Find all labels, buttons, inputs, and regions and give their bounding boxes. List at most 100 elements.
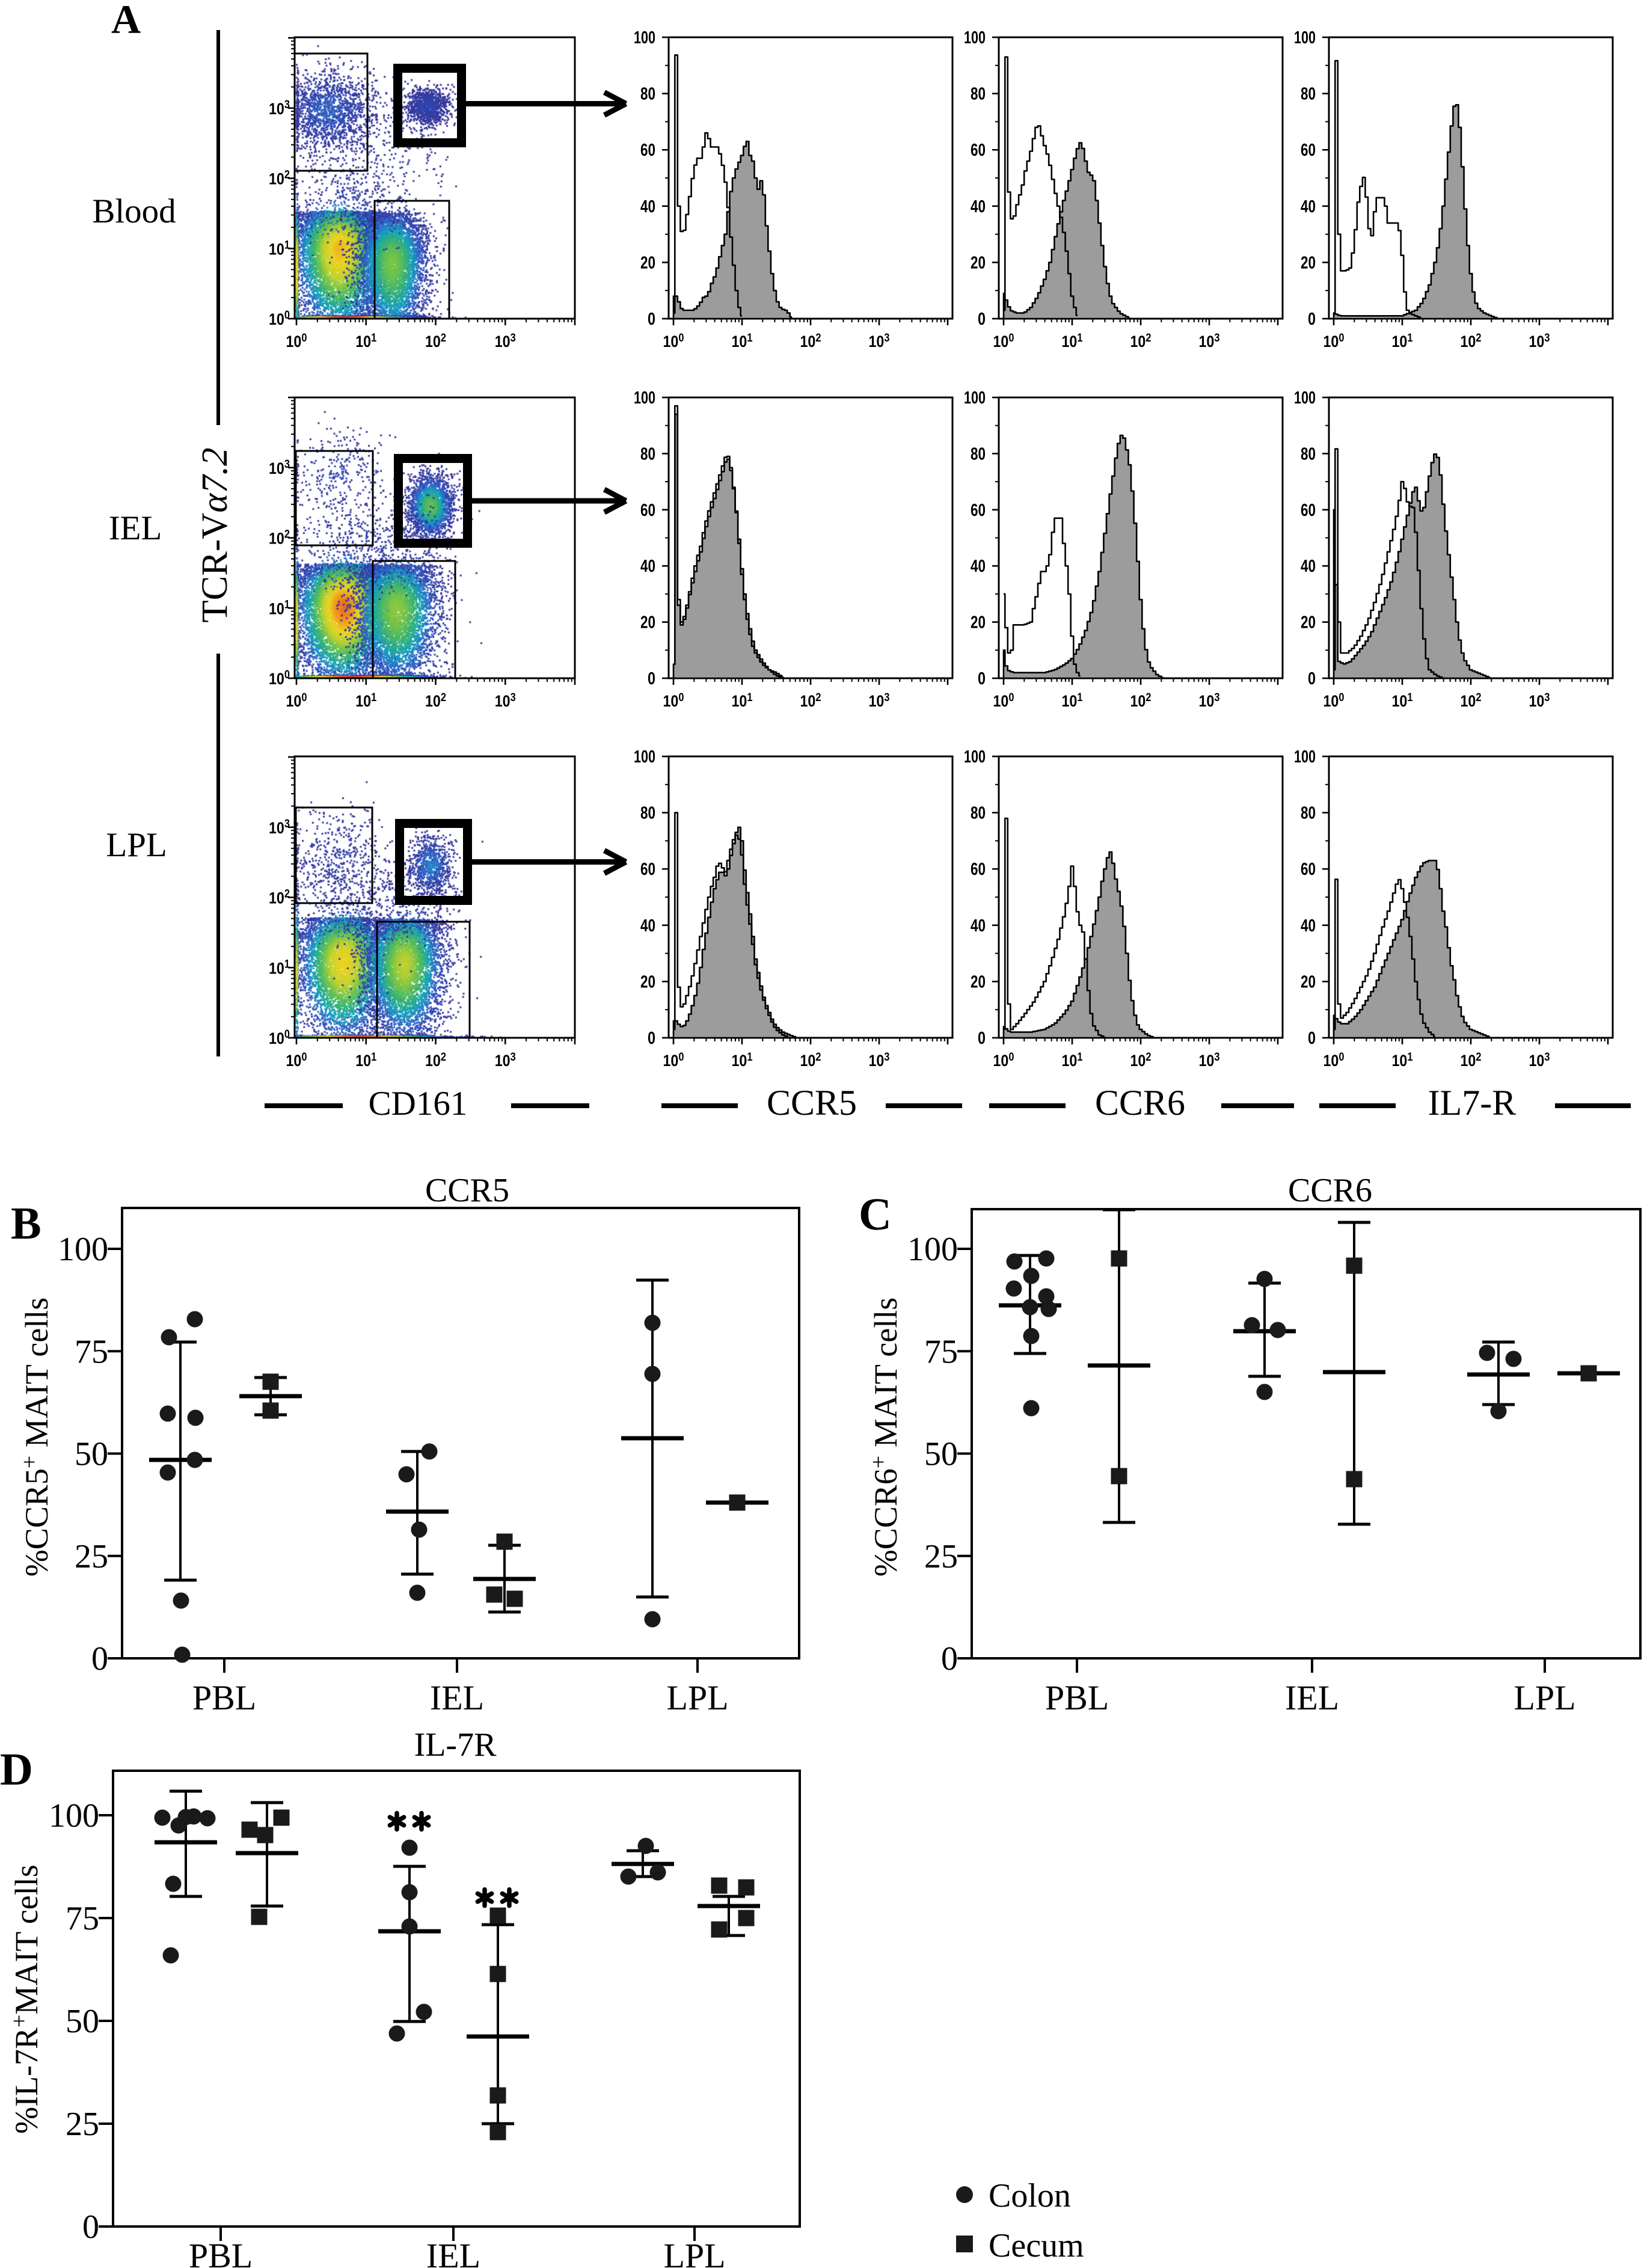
svg-text:40: 40 bbox=[1301, 197, 1316, 216]
svg-text:102: 102 bbox=[269, 888, 290, 907]
svg-text:0: 0 bbox=[1308, 669, 1316, 688]
svg-text:0: 0 bbox=[648, 310, 655, 329]
svg-text:LPL: LPL bbox=[666, 1678, 728, 1717]
svg-text:40: 40 bbox=[640, 197, 655, 216]
svg-text:40: 40 bbox=[971, 197, 986, 216]
svg-text:101: 101 bbox=[269, 598, 290, 618]
svg-text:PBL: PBL bbox=[192, 1678, 256, 1717]
svg-text:IL7-R: IL7-R bbox=[1428, 1083, 1517, 1123]
svg-text:103: 103 bbox=[269, 818, 290, 837]
svg-text:60: 60 bbox=[640, 501, 655, 520]
svg-text:0: 0 bbox=[82, 2208, 99, 2246]
svg-text:100: 100 bbox=[286, 332, 307, 351]
svg-text:103: 103 bbox=[269, 458, 290, 477]
svg-text:IEL: IEL bbox=[430, 1678, 484, 1717]
svg-text:100: 100 bbox=[1323, 1051, 1345, 1070]
svg-text:50: 50 bbox=[66, 2003, 99, 2040]
svg-text:102: 102 bbox=[1461, 1051, 1482, 1070]
svg-text:101: 101 bbox=[355, 691, 376, 710]
svg-text:103: 103 bbox=[1529, 691, 1550, 710]
svg-text:100: 100 bbox=[1294, 28, 1316, 48]
svg-text:100: 100 bbox=[964, 747, 986, 767]
svg-text:80: 80 bbox=[640, 804, 655, 823]
svg-text:101: 101 bbox=[269, 958, 290, 977]
svg-text:60: 60 bbox=[640, 141, 655, 160]
svg-text:102: 102 bbox=[1130, 332, 1152, 351]
svg-text:40: 40 bbox=[1301, 557, 1316, 576]
svg-text:103: 103 bbox=[495, 332, 516, 351]
svg-text:60: 60 bbox=[971, 141, 986, 160]
svg-text:LPL: LPL bbox=[106, 826, 167, 864]
svg-text:103: 103 bbox=[869, 1051, 890, 1070]
svg-text:103: 103 bbox=[1199, 691, 1220, 710]
svg-text:100: 100 bbox=[1323, 332, 1345, 351]
svg-text:20: 20 bbox=[1301, 613, 1316, 633]
svg-text:103: 103 bbox=[1199, 1051, 1220, 1070]
svg-text:100: 100 bbox=[634, 388, 655, 408]
svg-text:100: 100 bbox=[993, 691, 1014, 710]
svg-text:100: 100 bbox=[907, 1231, 958, 1268]
svg-text:60: 60 bbox=[640, 860, 655, 879]
svg-text:75: 75 bbox=[75, 1333, 108, 1370]
svg-text:0: 0 bbox=[978, 310, 986, 329]
svg-text:20: 20 bbox=[1301, 972, 1316, 991]
svg-text:101: 101 bbox=[732, 691, 753, 710]
svg-text:102: 102 bbox=[800, 332, 821, 351]
svg-text:100: 100 bbox=[269, 309, 290, 328]
svg-text:102: 102 bbox=[1461, 332, 1482, 351]
svg-text:101: 101 bbox=[732, 1051, 753, 1070]
svg-text:80: 80 bbox=[640, 85, 655, 104]
svg-text:80: 80 bbox=[1301, 85, 1316, 104]
svg-text:100: 100 bbox=[634, 747, 655, 767]
svg-text:101: 101 bbox=[269, 239, 290, 258]
svg-text:60: 60 bbox=[971, 860, 986, 879]
svg-text:102: 102 bbox=[269, 169, 290, 188]
svg-text:40: 40 bbox=[640, 916, 655, 936]
svg-text:101: 101 bbox=[732, 332, 753, 351]
svg-text:20: 20 bbox=[1301, 253, 1316, 272]
svg-text:100: 100 bbox=[1323, 691, 1345, 710]
svg-text:0: 0 bbox=[91, 1640, 108, 1678]
svg-text:80: 80 bbox=[971, 85, 986, 104]
svg-text:IEL: IEL bbox=[109, 509, 162, 547]
svg-text:101: 101 bbox=[1392, 1051, 1413, 1070]
svg-text:102: 102 bbox=[425, 691, 446, 710]
svg-text:C: C bbox=[859, 1189, 892, 1240]
svg-text:101: 101 bbox=[1392, 691, 1413, 710]
svg-text:60: 60 bbox=[1301, 501, 1316, 520]
svg-text:0: 0 bbox=[1308, 1029, 1316, 1048]
svg-text:101: 101 bbox=[1392, 332, 1413, 351]
svg-text:20: 20 bbox=[971, 253, 986, 272]
svg-text:102: 102 bbox=[1461, 691, 1482, 710]
svg-text:100: 100 bbox=[993, 1051, 1014, 1070]
svg-text:CD161: CD161 bbox=[369, 1085, 468, 1123]
svg-text:101: 101 bbox=[1062, 1051, 1083, 1070]
svg-text:60: 60 bbox=[971, 501, 986, 520]
svg-text:103: 103 bbox=[1199, 332, 1220, 351]
svg-text:60: 60 bbox=[1301, 141, 1316, 160]
svg-text:80: 80 bbox=[971, 804, 986, 823]
svg-text:CCR5: CCR5 bbox=[767, 1083, 857, 1123]
svg-text:Blood: Blood bbox=[92, 192, 176, 230]
svg-text:100: 100 bbox=[286, 1051, 307, 1070]
svg-text:101: 101 bbox=[1062, 332, 1083, 351]
svg-text:102: 102 bbox=[800, 1051, 821, 1070]
svg-text:102: 102 bbox=[425, 332, 446, 351]
svg-text:103: 103 bbox=[1529, 1051, 1550, 1070]
svg-text:20: 20 bbox=[971, 613, 986, 633]
svg-text:80: 80 bbox=[640, 444, 655, 464]
svg-text:PBL: PBL bbox=[1045, 1678, 1109, 1717]
svg-text:101: 101 bbox=[355, 1051, 376, 1070]
svg-text:100: 100 bbox=[663, 1051, 684, 1070]
svg-text:IL-7R: IL-7R bbox=[414, 1726, 497, 1764]
svg-text:75: 75 bbox=[66, 1900, 99, 1937]
svg-text:0: 0 bbox=[648, 1029, 655, 1048]
svg-text:100: 100 bbox=[964, 388, 986, 408]
svg-text:101: 101 bbox=[1062, 691, 1083, 710]
svg-text:25: 25 bbox=[924, 1538, 958, 1575]
svg-text:TCR-Vα7.2: TCR-Vα7.2 bbox=[195, 447, 235, 622]
svg-text:50: 50 bbox=[924, 1436, 958, 1473]
svg-text:102: 102 bbox=[800, 691, 821, 710]
svg-text:103: 103 bbox=[869, 332, 890, 351]
svg-text:103: 103 bbox=[495, 691, 516, 710]
